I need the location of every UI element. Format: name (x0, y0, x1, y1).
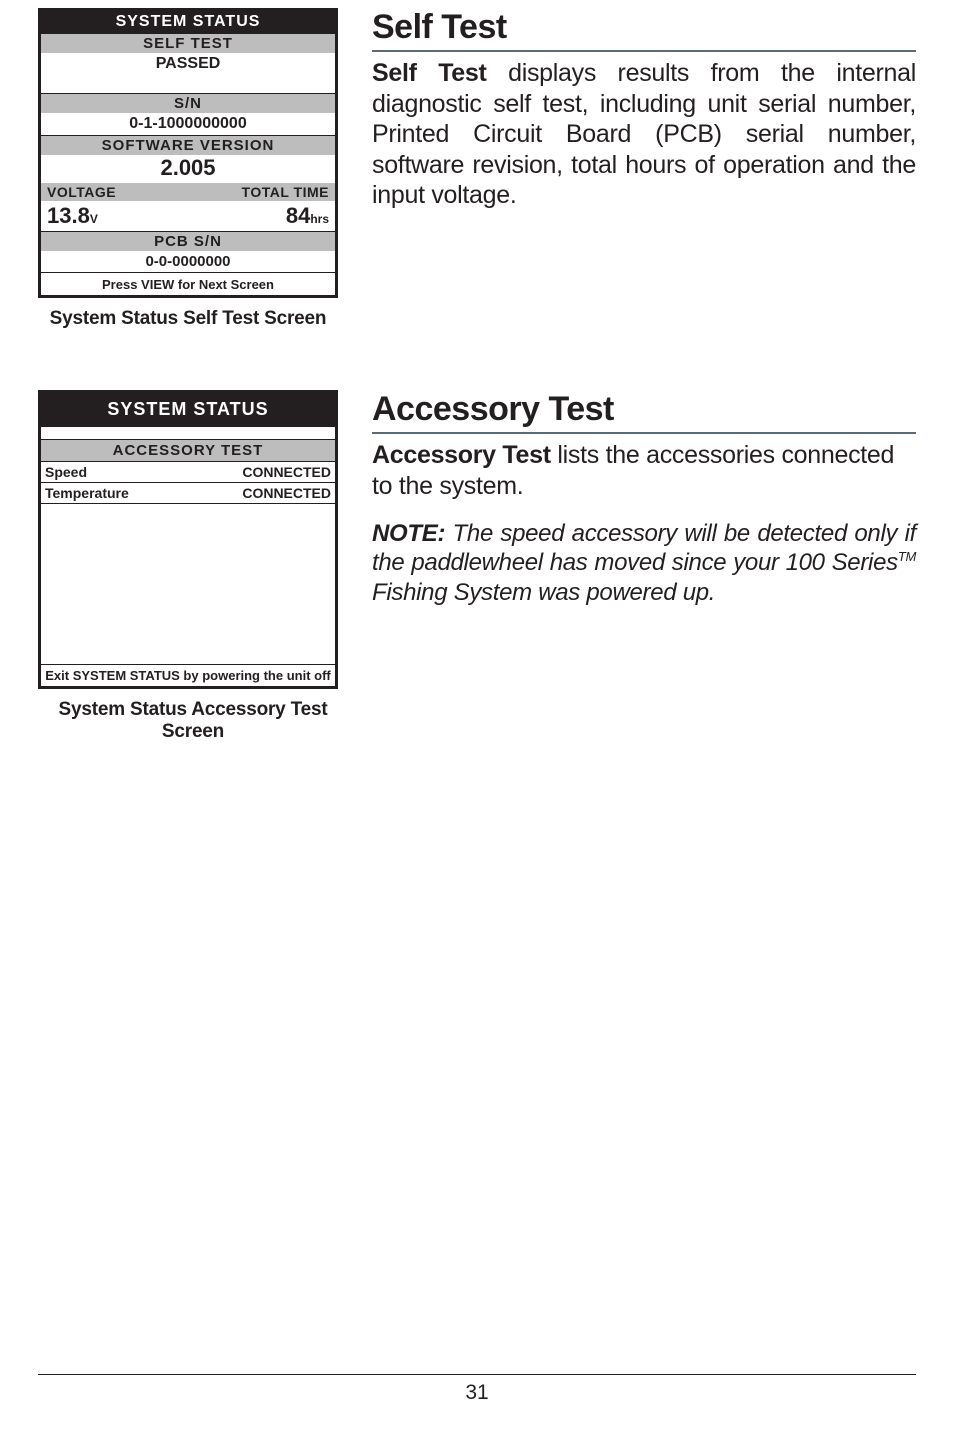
self-test-value: PASSED (41, 53, 335, 75)
self-test-body-bold: Self Test (372, 59, 487, 87)
lcd2-sub: ACCESSORY TEST (41, 439, 335, 462)
time-num: 84 (286, 203, 310, 228)
accessory-heading: Accessory Test (372, 390, 916, 434)
lcd2-gap (41, 427, 335, 439)
lcd2-body (41, 504, 335, 664)
lcd2-footer: Exit SYSTEM STATUS by powering the unit … (41, 664, 335, 686)
self-test-label: SELF TEST (41, 34, 335, 53)
accessory-row-0-status: CONNECTED (242, 464, 331, 480)
note-part2: Fishing System was powered up. (372, 579, 715, 606)
voltage-num: 13.8 (47, 203, 90, 228)
self-test-heading: Self Test (372, 8, 916, 52)
voltage-time-values: 13.8V 84hrs (41, 201, 335, 231)
voltage-value: 13.8V (41, 201, 188, 231)
accessory-screenshot-col: SYSTEM STATUS ACCESSORY TEST Speed CONNE… (38, 390, 348, 743)
sw-value: 2.005 (41, 155, 335, 183)
spacer (41, 75, 335, 93)
time-unit: hrs (310, 212, 329, 226)
lcd-title: SYSTEM STATUS (41, 11, 335, 34)
accessory-text-col: Accessory Test Accessory Test lists the … (372, 390, 916, 743)
lcd-footer: Press VIEW for Next Screen (41, 272, 335, 295)
accessory-note: NOTE: The speed accessory will be detect… (372, 519, 916, 607)
self-test-text-col: Self Test Self Test displays results fro… (372, 8, 916, 330)
pcb-value: 0-0-0000000 (41, 251, 335, 272)
self-test-section: SYSTEM STATUS SELF TEST PASSED S/N 0-1-1… (38, 8, 916, 330)
pcb-label: PCB S/N (41, 231, 335, 251)
accessory-caption: System Status Accessory Test Screen (38, 699, 348, 743)
accessory-lcd: SYSTEM STATUS ACCESSORY TEST Speed CONNE… (38, 390, 338, 689)
lcd2-title: SYSTEM STATUS (41, 393, 335, 427)
accessory-body: Accessory Test lists the accessories con… (372, 440, 916, 501)
self-test-body: Self Test displays results from the inte… (372, 58, 916, 211)
voltage-unit: V (90, 212, 98, 226)
time-value: 84hrs (188, 201, 335, 231)
accessory-row-1: Temperature CONNECTED (41, 483, 335, 504)
note-part1: The speed accessory will be detected onl… (372, 520, 916, 576)
note-tm: TM (898, 549, 916, 564)
self-test-caption: System Status Self Test Screen (38, 308, 338, 330)
self-test-screenshot-col: SYSTEM STATUS SELF TEST PASSED S/N 0-1-1… (38, 8, 348, 330)
sn-value: 0-1-1000000000 (41, 113, 335, 135)
accessory-body-bold: Accessory Test (372, 441, 551, 469)
accessory-section: SYSTEM STATUS ACCESSORY TEST Speed CONNE… (38, 390, 916, 743)
accessory-row-0: Speed CONNECTED (41, 462, 335, 483)
accessory-row-1-status: CONNECTED (242, 485, 331, 501)
self-test-lcd: SYSTEM STATUS SELF TEST PASSED S/N 0-1-1… (38, 8, 338, 298)
sw-label: SOFTWARE VERSION (41, 135, 335, 155)
sn-label: S/N (41, 93, 335, 113)
voltage-time-labels: VOLTAGE TOTAL TIME (41, 183, 335, 201)
section-gap (38, 330, 916, 390)
page-footer: 31 (38, 1374, 916, 1405)
accessory-row-1-name: Temperature (45, 485, 129, 501)
note-label: NOTE: (372, 520, 445, 547)
time-label: TOTAL TIME (188, 183, 335, 201)
accessory-row-0-name: Speed (45, 464, 87, 480)
page-number: 31 (465, 1381, 488, 1404)
voltage-label: VOLTAGE (41, 183, 188, 201)
